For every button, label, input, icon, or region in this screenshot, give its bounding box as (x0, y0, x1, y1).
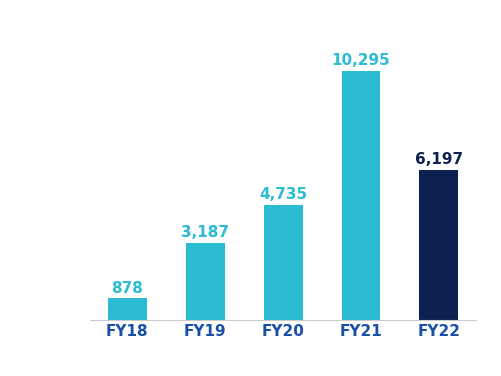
Bar (264, 205, 303, 320)
Bar (419, 170, 458, 320)
Text: 6,197: 6,197 (415, 152, 463, 167)
Text: 878: 878 (111, 280, 143, 296)
Text: 3,187: 3,187 (181, 225, 229, 240)
Bar (186, 243, 224, 320)
Text: 10,295: 10,295 (332, 53, 390, 68)
Text: 4,735: 4,735 (259, 188, 307, 202)
Bar (342, 71, 380, 320)
Bar (108, 299, 147, 320)
